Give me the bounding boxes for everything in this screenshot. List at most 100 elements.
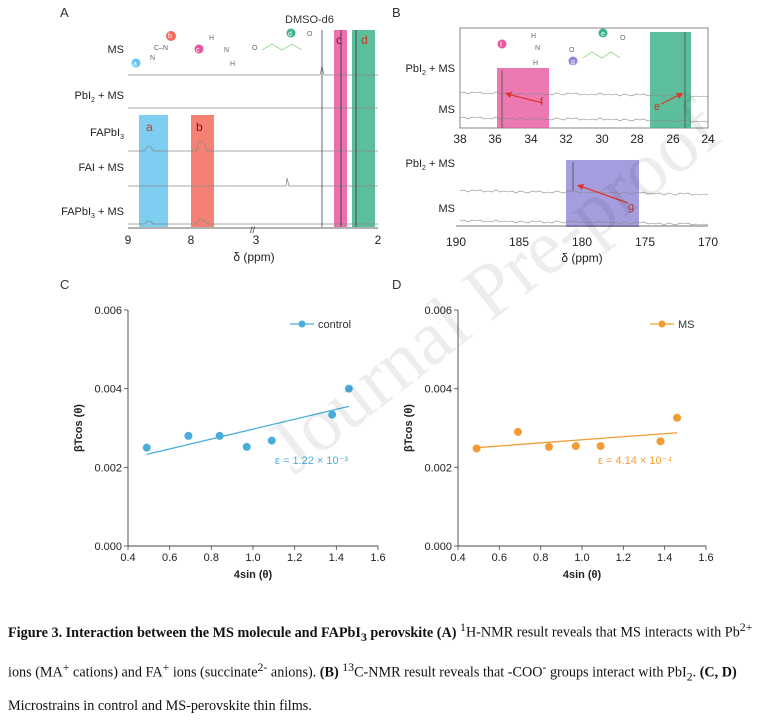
- panel-b-letter: B: [392, 5, 401, 20]
- region-b-label: b: [196, 120, 203, 134]
- b-bottom-spectra: [459, 189, 709, 226]
- x-tick-label: 0.8: [204, 552, 219, 564]
- x-tick-label: 1.2: [287, 552, 302, 564]
- region-b: [191, 115, 214, 227]
- region-a-label: a: [146, 120, 153, 134]
- data-point: [571, 442, 580, 451]
- b-top-frame: [459, 27, 709, 129]
- struct-c-dot: [194, 44, 204, 54]
- y-tick-label: 0.006: [94, 305, 122, 317]
- legend-label: MS: [678, 319, 695, 331]
- figure-caption: Figure 3. Interaction between the MS mol…: [8, 620, 753, 715]
- svg-text:38: 38: [453, 132, 467, 146]
- region-a: [139, 115, 168, 227]
- a-row-fai-ms: FAI + MS: [78, 162, 124, 174]
- svg-text:30: 30: [595, 132, 609, 146]
- svg-text:O: O: [307, 31, 313, 38]
- x-tick-label: 1.0: [245, 552, 260, 564]
- data-point: [656, 437, 665, 446]
- a-tick-9: 9: [125, 233, 132, 247]
- svg-text:a: a: [133, 61, 137, 68]
- y-axis-label: βTcos (θ): [403, 404, 415, 452]
- svg-text:O: O: [620, 35, 626, 42]
- svg-text:g: g: [571, 59, 575, 66]
- y-tick-label: 0.006: [424, 305, 452, 317]
- svg-text:N: N: [535, 45, 540, 52]
- panel-a-letter: A: [60, 5, 69, 20]
- x-tick-label: 1.6: [370, 552, 385, 564]
- a-row-fapbi3: FAPbI3: [90, 127, 124, 141]
- region-d-label: d: [361, 33, 368, 47]
- svg-text:H: H: [209, 35, 214, 42]
- data-point: [513, 427, 522, 436]
- legend-label: control: [318, 319, 351, 331]
- x-tick-label: 1.2: [616, 552, 631, 564]
- svg-text:N: N: [150, 55, 155, 62]
- solvent-label: DMSO-d6: [285, 14, 334, 26]
- panel-c-chart: C 0.4 0.6 0.8 1.0 1.2 1.4 1.6 0.000 0.002 0.004 0.0…: [60, 277, 386, 581]
- region-c-label: c: [336, 33, 342, 47]
- data-point: [472, 444, 481, 453]
- arrow-f: [506, 93, 544, 104]
- svg-text:24: 24: [701, 132, 715, 146]
- svg-text:H: H: [230, 61, 235, 68]
- fit-line: [146, 405, 349, 455]
- b-top-row-ms: MS: [439, 104, 456, 116]
- svg-text:190: 190: [446, 235, 466, 249]
- y-tick-label: 0.000: [94, 541, 122, 553]
- svg-text:28: 28: [630, 132, 644, 146]
- x-tick-label: 0.4: [450, 552, 465, 564]
- panel-a: A a b c d DMSO-d6 MS PbI2 + MS FAPbI3 FA…: [60, 5, 382, 264]
- panel-d-letter: D: [392, 277, 401, 292]
- a-tick-3: 3: [253, 233, 260, 247]
- data-point: [142, 443, 151, 452]
- svg-text:26: 26: [666, 132, 680, 146]
- svg-text:H: H: [531, 33, 536, 40]
- fit-line: [476, 432, 678, 449]
- y-tick-label: 0.002: [94, 462, 122, 474]
- b-top-ticks: 38 36 34 32 30 28 26 24: [453, 132, 715, 146]
- svg-text:f: f: [500, 42, 502, 49]
- x-tick-label: 0.6: [492, 552, 507, 564]
- a-row-ms: MS: [108, 44, 125, 56]
- panel-c-letter: C: [60, 277, 69, 292]
- svg-text:e: e: [601, 31, 605, 38]
- b-bottom-row-pbi2-ms: PbI2 + MS: [406, 158, 455, 172]
- b-top-spectra: [459, 91, 709, 123]
- svg-text:34: 34: [524, 132, 538, 146]
- data-point: [215, 431, 224, 440]
- svg-text:180: 180: [572, 235, 592, 249]
- svg-text:32: 32: [559, 132, 573, 146]
- svg-text:O: O: [252, 45, 258, 52]
- region-e: [650, 32, 691, 128]
- region-d: [352, 30, 375, 227]
- arrow-g: [579, 185, 629, 204]
- data-point: [242, 442, 251, 451]
- data-point: [673, 413, 682, 422]
- b-bottom-row-ms: MS: [439, 203, 456, 215]
- x-axis-label: 4sin (θ): [234, 569, 273, 581]
- a-x-label: δ (ppm): [233, 250, 274, 264]
- strain-annotation: ε = 4.14 × 10⁻⁴: [598, 455, 672, 467]
- y-axis-label: βTcos (θ): [73, 404, 85, 452]
- x-tick-label: 0.6: [162, 552, 177, 564]
- svg-text://: //: [250, 225, 256, 235]
- x-tick-label: 0.8: [533, 552, 548, 564]
- a-tick-8: 8: [188, 233, 195, 247]
- b-top-row-pbi2-ms: PbI2 + MS: [406, 63, 455, 77]
- y-tick-label: 0.004: [94, 384, 122, 396]
- legend-marker: [658, 320, 666, 328]
- data-point: [328, 410, 337, 419]
- svg-text:170: 170: [698, 235, 718, 249]
- svg-text:36: 36: [488, 132, 502, 146]
- svg-text:C–N: C–N: [154, 45, 168, 52]
- y-tick-label: 0.002: [424, 462, 452, 474]
- b-top-row-labels: PbI2 + MS MS: [406, 63, 455, 116]
- a-row-fapbi3-ms: FAPbI3 + MS: [61, 206, 124, 220]
- a-structures: b C–N N a c N H H d O O: [131, 28, 313, 68]
- x-tick-label: 0.4: [120, 552, 135, 564]
- data-point: [184, 431, 193, 440]
- legend-marker: [298, 320, 306, 328]
- region-e-label: e: [654, 101, 660, 113]
- svg-text:b: b: [168, 33, 172, 40]
